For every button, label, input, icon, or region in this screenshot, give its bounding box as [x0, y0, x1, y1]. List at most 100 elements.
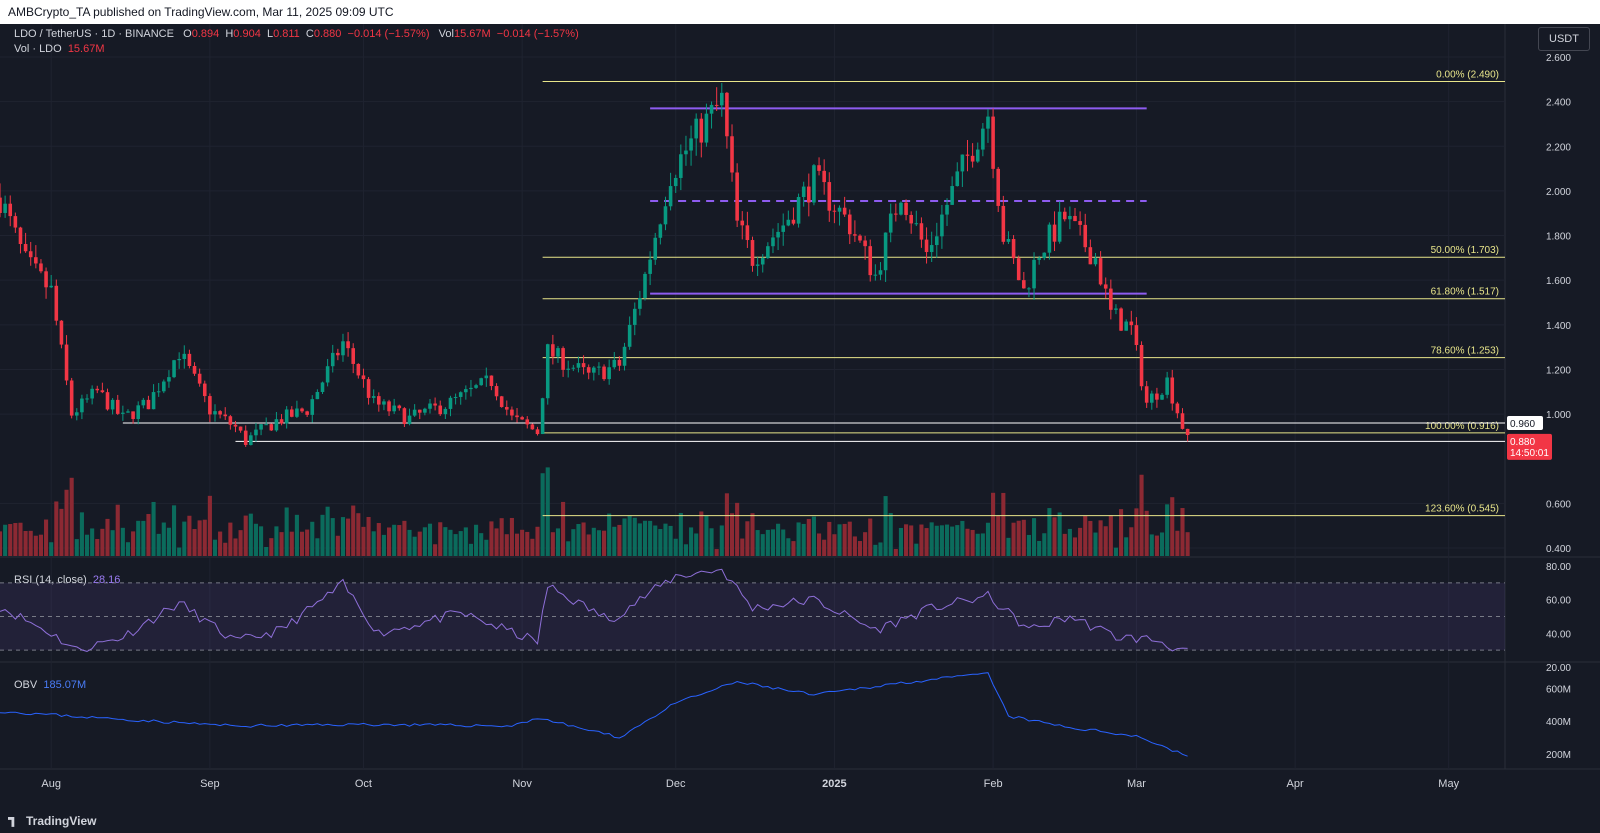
volume-bar: [13, 523, 18, 556]
candle-body: [597, 366, 601, 368]
volume-bar: [689, 527, 694, 556]
volume-bar: [566, 541, 571, 556]
chart-area[interactable]: 0.00% (2.490) 50.00% (1.703) 61.80% (1.517…: [0, 24, 1600, 809]
volume-bar: [243, 515, 248, 556]
candle-body: [673, 177, 678, 187]
volume-bar: [376, 523, 381, 556]
volume-bar: [530, 538, 535, 556]
price-axis[interactable]: 2.600 2.400 2.200 2.000 1.800 1.600 1.400 1.200…: [1546, 53, 1571, 761]
volume-bar: [248, 513, 253, 556]
time-tick-label: Apr: [1287, 778, 1304, 790]
volume-bar: [402, 520, 407, 556]
rsi-tick-label: 80.00: [1546, 562, 1571, 573]
low-label: L: [266, 28, 274, 40]
volume-bar: [847, 521, 852, 556]
candles: [0, 83, 1190, 447]
candle-body: [658, 224, 663, 238]
fib-level-label: 0.00% (2.490): [1436, 70, 1499, 81]
volume-bar: [673, 538, 678, 556]
candle-body: [1078, 221, 1082, 225]
chart-svg[interactable]: 0.00% (2.490) 50.00% (1.703) 61.80% (1.517…: [0, 24, 1600, 809]
time-tick-label: Sep: [200, 778, 220, 790]
candle-body: [878, 270, 883, 275]
volume-bar: [494, 528, 499, 556]
fib-level-label: 100.00% (0.916): [1425, 421, 1499, 432]
volume-bar: [366, 516, 371, 556]
fib-level-label: 50.00% (1.703): [1431, 245, 1499, 256]
candle-body: [146, 399, 151, 410]
candle-body: [1073, 215, 1077, 222]
candle-body: [842, 207, 847, 215]
volume-bar: [863, 532, 868, 556]
range-box[interactable]: [650, 107, 1147, 295]
currency-button[interactable]: USDT: [1538, 27, 1590, 51]
candle-body: [1175, 403, 1180, 414]
support-lines[interactable]: [122, 422, 1505, 442]
price-label-text: 0.960: [1510, 419, 1535, 430]
candle-body: [504, 406, 509, 410]
candle-body: [525, 419, 530, 425]
volume-bar: [1057, 512, 1062, 556]
volume-bar: [791, 541, 796, 556]
candle-body: [443, 408, 448, 415]
open-label: O: [183, 28, 192, 40]
fib-retracement[interactable]: 0.00% (2.490) 50.00% (1.703) 61.80% (1.517…: [542, 70, 1505, 517]
volume-bar: [49, 542, 54, 556]
volume-bar: [991, 492, 996, 556]
volume-bar: [412, 536, 417, 556]
candle-body: [8, 203, 13, 217]
volume-bar: [668, 525, 673, 556]
candle-body: [167, 377, 171, 382]
candle-body: [197, 373, 202, 384]
candle-body: [310, 399, 315, 415]
candle-body: [254, 429, 258, 436]
candle-body: [412, 409, 417, 416]
volume-bar: [110, 530, 115, 556]
volume-bar: [351, 505, 356, 556]
open-value: 0.894: [191, 28, 220, 40]
candle-body: [653, 237, 658, 260]
tradingview-logo[interactable]: TradingView: [8, 814, 96, 828]
volume-bar: [1021, 519, 1026, 556]
volume-bar: [479, 533, 484, 556]
volume-bar: [499, 518, 504, 556]
volume-bar: [965, 528, 970, 556]
volume-bar: [315, 538, 320, 556]
candle-body: [945, 204, 949, 215]
volume-bar: [1149, 534, 1154, 556]
candle-body: [320, 382, 325, 392]
volume-bar: [591, 527, 596, 556]
candle-body: [136, 405, 141, 419]
time-axis[interactable]: Aug Sep Oct Nov Dec 2025 Feb Mar Apr May: [41, 778, 1459, 790]
volume-bar: [443, 527, 448, 556]
candle-body: [643, 273, 647, 298]
candle-body: [44, 271, 48, 288]
candle-body: [1016, 258, 1021, 281]
volume-bars: [0, 467, 1190, 556]
candle-body: [54, 285, 59, 321]
candle-body: [1139, 345, 1144, 387]
candle-body: [284, 409, 289, 424]
candle-body: [49, 285, 53, 288]
candle-body: [719, 92, 724, 106]
candle-body: [238, 426, 243, 431]
volume-bar: [796, 522, 801, 556]
volume-bar: [54, 501, 59, 556]
volume-bar: [1011, 522, 1016, 556]
volume-bar: [79, 512, 84, 556]
volume-bar: [724, 493, 729, 556]
candle-body: [315, 391, 320, 400]
candle-body: [341, 341, 345, 356]
low-value: 0.811: [273, 28, 300, 40]
candle-body: [807, 186, 811, 203]
candle-body: [786, 219, 791, 226]
candle-body: [684, 150, 688, 155]
volume-bar: [1093, 532, 1098, 556]
vol-ldo-label[interactable]: Vol · LDO: [14, 43, 62, 55]
volume-bar: [868, 518, 873, 556]
obv-title[interactable]: OBV: [14, 679, 38, 691]
rsi-title[interactable]: RSI (14, close): [14, 574, 87, 586]
candle-body: [934, 236, 939, 246]
candle-body: [796, 196, 801, 224]
symbol-title[interactable]: LDO / TetherUS · 1D · BINANCE: [14, 28, 174, 40]
